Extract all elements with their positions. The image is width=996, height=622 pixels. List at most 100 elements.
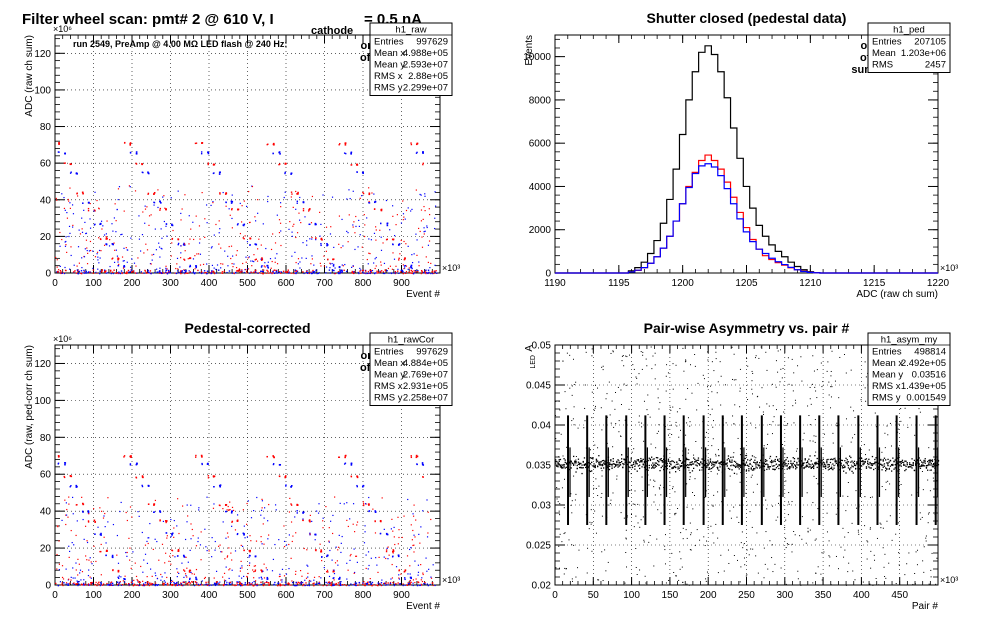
- scatter-point: [791, 464, 793, 466]
- scatter-point: [119, 272, 122, 275]
- scatter-point: [369, 578, 371, 580]
- scatter-point: [373, 262, 375, 264]
- scatter-point: [559, 466, 562, 468]
- scatter-point: [927, 464, 929, 467]
- scatter-point: [295, 570, 297, 573]
- scatter-point: [235, 270, 238, 272]
- scatter-point: [801, 516, 803, 518]
- scatter-point: [402, 219, 404, 221]
- scatter-point: [189, 238, 191, 240]
- scatter-point: [219, 544, 221, 546]
- scatter-point: [116, 581, 119, 583]
- scatter-point: [666, 465, 668, 467]
- scatter-point: [418, 533, 420, 536]
- scatter-point: [278, 219, 281, 221]
- scatter-point: [109, 265, 111, 268]
- scatter-point: [247, 572, 249, 575]
- scatter-point: [107, 497, 109, 499]
- scatter-point: [228, 245, 230, 248]
- scatter-point: [366, 258, 368, 261]
- scatter-point: [362, 191, 364, 194]
- scatter-point: [420, 194, 422, 196]
- stats-value: 997629: [416, 37, 448, 48]
- scatter-point: [406, 584, 409, 586]
- scatter-point: [777, 465, 779, 468]
- scatter-point: [313, 264, 315, 266]
- scatter-point: [373, 193, 375, 195]
- scatter-point: [284, 271, 287, 273]
- scatter-point: [188, 581, 190, 583]
- scatter-point: [382, 272, 385, 275]
- scatter-point: [349, 559, 351, 562]
- scatter-point: [214, 584, 217, 587]
- x-tick-label: 300: [776, 590, 793, 601]
- scatter-point: [188, 215, 190, 217]
- scatter-point: [296, 503, 298, 506]
- x-tick-label: 800: [355, 278, 372, 289]
- scatter-point: [745, 462, 748, 464]
- scatter-point: [313, 272, 316, 274]
- scatter-point: [59, 245, 61, 247]
- scatter-point: [109, 239, 111, 241]
- scatter-point: [664, 534, 666, 536]
- scatter-point: [374, 200, 377, 203]
- scatter-point: [166, 272, 169, 275]
- scatter-point: [381, 579, 383, 581]
- scatter-point: [312, 269, 314, 272]
- scatter-point: [710, 385, 712, 387]
- scatter-point: [705, 431, 707, 433]
- scatter-point: [279, 153, 281, 155]
- scatter-point: [669, 462, 671, 464]
- scatter-point: [117, 583, 120, 585]
- scatter-point: [156, 271, 158, 273]
- scatter-point: [260, 583, 262, 586]
- scatter-point: [844, 466, 846, 468]
- scatter-point: [318, 272, 320, 274]
- histogram-series-sum: [555, 45, 938, 274]
- scatter-point: [719, 466, 721, 468]
- scatter-point: [311, 520, 313, 523]
- scatter-point: [78, 262, 80, 264]
- scatter-point: [642, 490, 644, 492]
- scatter-point: [94, 256, 97, 258]
- scatter-point: [771, 544, 773, 546]
- scatter-point: [253, 580, 255, 583]
- scatter-point: [272, 272, 274, 274]
- scatter-point: [403, 240, 405, 243]
- scatter-point: [392, 581, 394, 584]
- scatter-point: [182, 243, 185, 246]
- scatter-point: [786, 465, 788, 467]
- scatter-point: [695, 460, 697, 462]
- scatter-point: [59, 231, 61, 234]
- scatter-point: [332, 570, 335, 573]
- scatter-point: [742, 547, 744, 549]
- scatter-point: [177, 555, 179, 557]
- scatter-point: [416, 270, 419, 273]
- scatter-point: [432, 272, 434, 275]
- scatter-point: [827, 466, 829, 468]
- scatter-point: [297, 258, 300, 260]
- scatter-point: [363, 272, 365, 274]
- scatter-point: [594, 466, 596, 468]
- scatter-point: [392, 205, 394, 207]
- scatter-point: [318, 503, 320, 505]
- scatter-point: [197, 540, 199, 543]
- scatter-point: [355, 555, 358, 557]
- scatter-point: [69, 486, 71, 488]
- scatter-point: [398, 257, 400, 260]
- scatter-point: [166, 582, 169, 585]
- scatter-point: [205, 546, 207, 548]
- scatter-point: [65, 244, 67, 246]
- scatter-point: [138, 238, 141, 240]
- scatter-point: [274, 242, 277, 244]
- scatter-point: [144, 208, 147, 210]
- scatter-point: [86, 247, 88, 249]
- scatter-point: [856, 461, 858, 463]
- scatter-point: [272, 270, 274, 273]
- scatter-point: [609, 465, 611, 467]
- scatter-point: [182, 569, 185, 571]
- scatter-point: [744, 457, 746, 460]
- scatter-point: [129, 152, 132, 154]
- scatter-point: [697, 463, 700, 465]
- scatter-point: [803, 467, 805, 470]
